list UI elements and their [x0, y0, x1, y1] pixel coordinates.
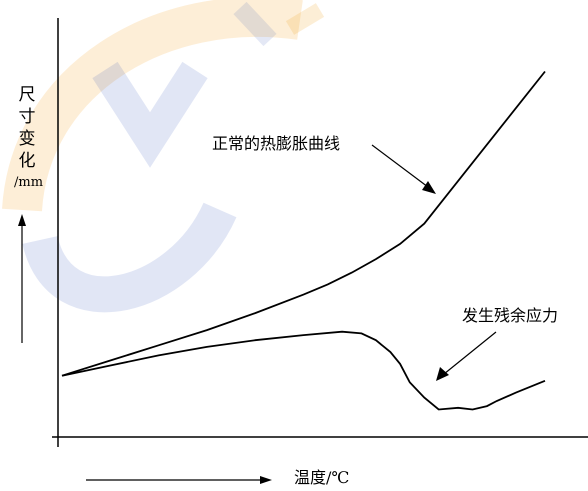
x-direction-arrowhead [260, 476, 272, 484]
normal-expansion-curve [61, 70, 546, 377]
y-label-char: 变 [18, 129, 36, 149]
y-direction-arrowhead [18, 214, 26, 226]
residual-stress-curve [61, 330, 546, 411]
y-label-unit: /mm [14, 175, 44, 190]
annotation-normal-expansion: 正常的热膨胀曲线 [212, 134, 341, 153]
y-axis-label: 尺 寸 变 化 /mm [14, 84, 44, 194]
annotation-arrow-residual [443, 331, 497, 375]
annotation-arrowhead-residual [436, 367, 449, 381]
y-label-char: 化 [18, 151, 36, 171]
annotation-arrow-normal [371, 144, 429, 188]
y-label-char: 尺 [18, 85, 36, 105]
y-label-char: 寸 [18, 107, 36, 127]
annotation-arrowhead-normal [422, 181, 436, 194]
x-axis-label: 温度/℃ [294, 468, 350, 487]
annotation-residual-stress: 发生残余应力 [462, 306, 559, 325]
